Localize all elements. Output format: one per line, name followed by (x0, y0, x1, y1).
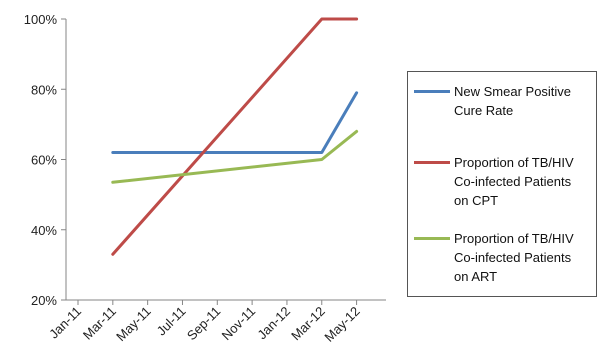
chart-axes (65, 19, 386, 301)
legend-label-line: Proportion of TB/HIV (454, 155, 574, 170)
y-tick-label: 40% (31, 223, 57, 238)
legend-label-line: on CPT (454, 193, 499, 208)
legend-swatch-cpt (414, 161, 450, 164)
legend-item-cure-rate: New Smear Positive Cure Rate (414, 82, 594, 120)
x-tick-label: May-12 (321, 304, 362, 345)
legend-label-line: Cure Rate (454, 103, 514, 118)
chart-legend: New Smear Positive Cure Rate Proportion … (407, 71, 597, 297)
x-tick-label: Mar-11 (80, 304, 119, 343)
legend-label-line: Co-infected Patients (454, 174, 572, 189)
series-line-0 (111, 91, 359, 154)
series-line-1 (111, 17, 359, 256)
y-axis-ticks: 20% 40% 60% 80% 100% (24, 12, 66, 308)
x-tick-label: Mar-12 (288, 304, 328, 344)
legend-label-line: on ART (454, 269, 498, 284)
x-tick-label: Jan-12 (254, 304, 293, 343)
series-line-2 (111, 129, 359, 184)
legend-label-line: Proportion of TB/HIV (454, 231, 574, 246)
x-tick-label: Sep-11 (184, 304, 224, 344)
legend-item-art: Proportion of TB/HIV Co-infected Patient… (414, 229, 594, 286)
y-tick-label: 80% (31, 82, 57, 97)
legend-swatch-cure-rate (414, 90, 450, 93)
x-tick-label: May-11 (113, 304, 154, 345)
y-tick-label: 60% (31, 153, 57, 168)
legend-swatch-art (414, 237, 450, 240)
y-tick-label: 20% (31, 293, 57, 308)
x-tick-label: Jan-11 (46, 304, 84, 342)
legend-label-line: Co-infected Patients (454, 250, 572, 265)
y-tick-label: 100% (24, 12, 58, 27)
x-tick-label: Nov-11 (219, 304, 259, 344)
series-lines (111, 17, 359, 256)
legend-label-line: New Smear Positive (454, 84, 572, 99)
legend-item-cpt: Proportion of TB/HIV Co-infected Patient… (414, 153, 594, 210)
